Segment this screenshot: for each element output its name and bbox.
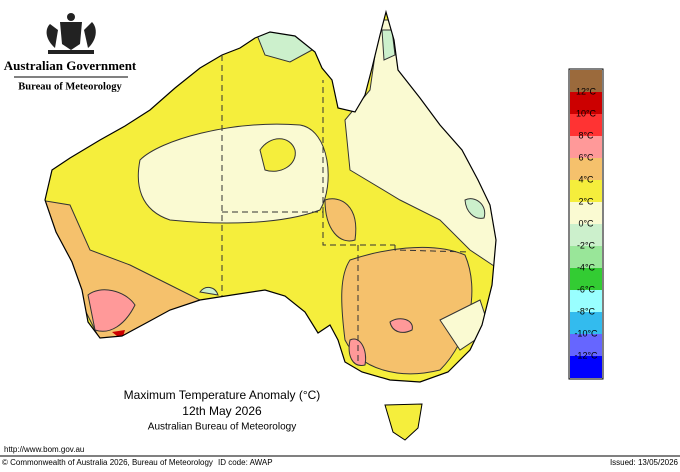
legend-swatch <box>570 202 602 224</box>
footer-url: http://www.bom.gov.au <box>4 445 84 454</box>
legend-label: -6°C <box>577 284 596 294</box>
legend-swatch <box>570 136 602 158</box>
legend-swatch <box>570 246 602 268</box>
legend-swatch <box>570 180 602 202</box>
legend-swatch <box>570 114 602 136</box>
tasmania <box>384 403 423 441</box>
legend-label: 10°C <box>576 108 597 118</box>
legend-swatch <box>570 224 602 246</box>
agency-name: Bureau of Meteorology <box>18 81 122 92</box>
legend-swatch <box>570 312 602 334</box>
map-source: Australian Bureau of Meteorology <box>148 422 296 433</box>
legend-swatch <box>570 268 602 290</box>
government-name: Australian Government <box>4 58 137 73</box>
legend-label: 2°C <box>578 196 594 206</box>
legend-label: -4°C <box>577 262 596 272</box>
legend-label: 4°C <box>578 174 594 184</box>
legend-label: -8°C <box>577 306 596 316</box>
legend-swatch <box>570 290 602 312</box>
legend-swatch <box>570 158 602 180</box>
legend-label: -10°C <box>574 328 598 338</box>
legend-label: -12°C <box>574 350 598 360</box>
legend-swatch <box>570 92 602 114</box>
australia-map <box>44 11 497 441</box>
legend-label: -2°C <box>577 240 596 250</box>
legend-label: 8°C <box>578 130 594 140</box>
coat-of-arms <box>46 13 96 54</box>
map-date: 12th May 2026 <box>182 404 262 418</box>
legend-frame <box>568 68 604 380</box>
map-title: Maximum Temperature Anomaly (°C) <box>124 388 321 402</box>
legend-label: 6°C <box>578 152 594 162</box>
footer-copyright: © Commonwealth of Australia 2026, Bureau… <box>2 458 213 467</box>
legend-label: 12°C <box>576 86 597 96</box>
legend-swatch <box>570 70 602 92</box>
legend-swatch <box>570 356 602 378</box>
legend-label: 0°C <box>578 218 594 228</box>
legend-swatch <box>570 334 602 356</box>
footer-id-code: ID code: AWAP <box>218 458 273 467</box>
footer-issued: Issued: 13/05/2026 <box>610 458 679 467</box>
